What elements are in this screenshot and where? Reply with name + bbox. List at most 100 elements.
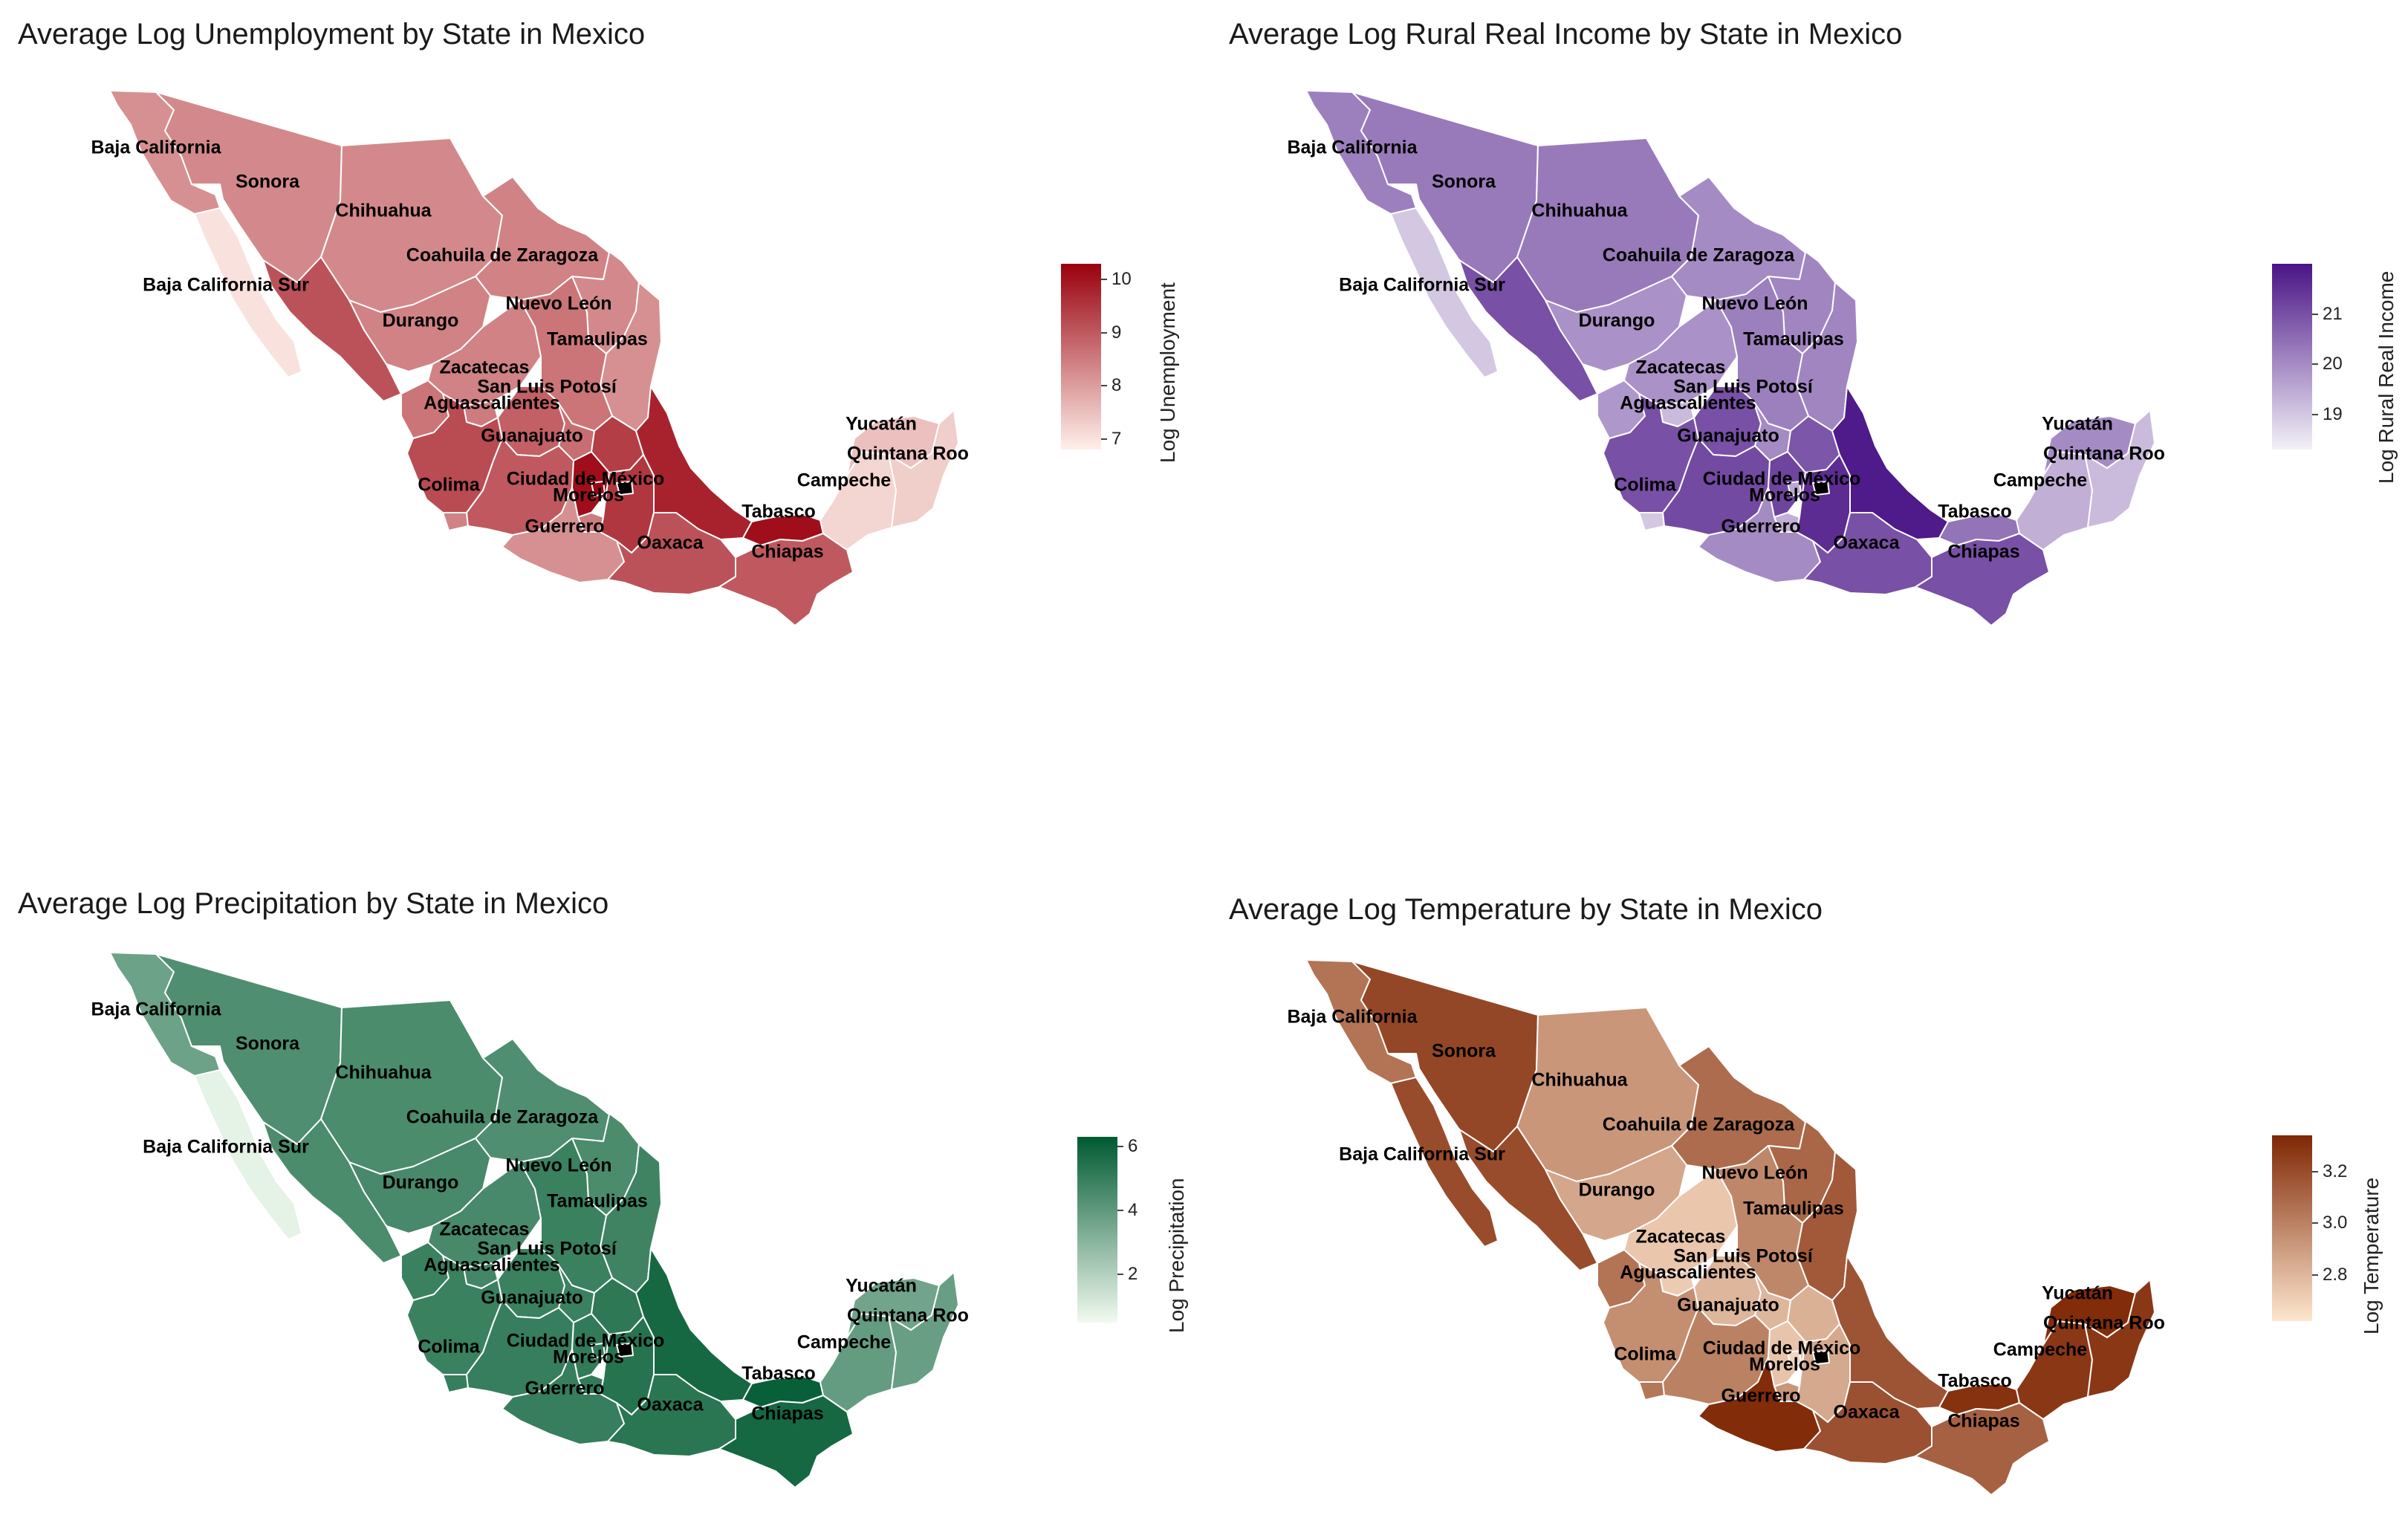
state-label-aguascalientes: Aguascalientes xyxy=(423,393,559,414)
state-baja-california-sur xyxy=(1390,1077,1499,1248)
legend-tick-label: 20 xyxy=(2323,354,2343,374)
state-label-colima: Colima xyxy=(418,475,480,496)
state-tlaxcala xyxy=(616,481,634,496)
legend-tick xyxy=(2312,413,2318,415)
state-label-tabasco: Tabasco xyxy=(1938,502,2012,522)
state-chiapas xyxy=(1915,1402,2050,1496)
legend-tick xyxy=(2312,1222,2318,1225)
state-baja-california-sur xyxy=(194,207,302,378)
state-label-guanajuato: Guanajuato xyxy=(1677,1295,1779,1316)
state-label-coahuila: Coahuila de Zaragoza xyxy=(1603,1115,1795,1135)
state-label-tabasco: Tabasco xyxy=(1938,1371,2012,1392)
state-label-yucatan: Yucatán xyxy=(846,414,917,435)
state-label-campeche: Campeche xyxy=(797,1332,892,1353)
state-label-guanajuato: Guanajuato xyxy=(481,1288,583,1308)
state-label-sonora: Sonora xyxy=(1432,172,1496,192)
state-ciudad-de-mexico xyxy=(591,1343,606,1359)
state-campeche xyxy=(820,451,897,551)
color-legend: Log Temperature 2.8 3.0 3.2 xyxy=(2272,1135,2391,1343)
state-chiapas xyxy=(718,1395,854,1488)
state-label-quintana-roo: Quintana Roo xyxy=(2043,444,2165,464)
state-label-zacatecas: Zacatecas xyxy=(1636,1227,1726,1248)
state-label-baja-california-sur: Baja California Sur xyxy=(1339,1144,1505,1165)
state-tlaxcala xyxy=(616,1343,634,1358)
state-label-campeche: Campeche xyxy=(1993,470,2088,491)
state-colima xyxy=(442,512,469,531)
map-title: Average Log Precipitation by State in Me… xyxy=(18,887,609,920)
state-label-aguascalientes: Aguascalientes xyxy=(1620,1262,1756,1283)
legend-tick-label: 6 xyxy=(1128,1135,1138,1156)
state-label-baja-california-sur: Baja California Sur xyxy=(143,275,309,296)
legend-title: Log Precipitation xyxy=(1165,1178,1188,1333)
legend-tick xyxy=(1101,331,1107,334)
map-title: Average Log Rural Real Income by State i… xyxy=(1229,18,1903,51)
legend-colorbar xyxy=(2272,264,2312,450)
state-quintana-roo xyxy=(2084,1279,2155,1398)
choropleth-map: Baja California Sonora Chihuahua Coahuila d… xyxy=(91,952,969,1488)
legend-tick xyxy=(1101,279,1107,281)
legend-colorbar xyxy=(1077,1137,1117,1323)
state-label-baja-california: Baja California xyxy=(1287,137,1418,158)
map-panel-precipitation: Average Log Precipitation by State in Me… xyxy=(0,869,1204,1518)
legend-tick-label: 7 xyxy=(1111,428,1122,449)
state-label-durango: Durango xyxy=(1579,311,1655,331)
state-label-san-luis-potosi: San Luis Potosí xyxy=(1673,1246,1814,1267)
legend-title: Log Unemployment xyxy=(1156,282,1179,463)
state-label-sonora: Sonora xyxy=(1432,1041,1496,1062)
state-label-oaxaca: Oaxaca xyxy=(637,1395,704,1415)
state-label-nuevo-leon: Nuevo León xyxy=(1701,1163,1808,1184)
state-label-yucatan: Yucatán xyxy=(2042,414,2113,435)
state-label-quintana-roo: Quintana Roo xyxy=(847,1305,969,1326)
map-title: Average Log Temperature by State in Mexi… xyxy=(1229,893,1823,926)
legend-tick xyxy=(1101,438,1107,440)
state-chiapas xyxy=(718,533,854,626)
state-label-san-luis-potosi: San Luis Potosí xyxy=(1673,377,1814,398)
legend-tick-label: 2 xyxy=(1128,1264,1138,1285)
state-campeche xyxy=(820,1313,897,1412)
state-label-oaxaca: Oaxaca xyxy=(1834,533,1901,554)
state-label-guerrero: Guerrero xyxy=(1721,1386,1801,1407)
state-label-baja-california: Baja California xyxy=(91,137,221,158)
state-ciudad-de-mexico xyxy=(1787,1350,1802,1366)
state-label-zacatecas: Zacatecas xyxy=(1636,357,1726,378)
state-quintana-roo xyxy=(888,409,959,528)
state-label-chihuahua: Chihuahua xyxy=(1531,1070,1628,1091)
state-label-chiapas: Chiapas xyxy=(1947,542,2019,562)
state-label-aguascalientes: Aguascalientes xyxy=(423,1255,559,1276)
legend-tick-label: 10 xyxy=(1111,269,1132,290)
legend-tick xyxy=(1117,1274,1123,1276)
map-title: Average Log Unemployment by State in Mex… xyxy=(18,18,646,51)
state-sinaloa xyxy=(262,256,402,402)
state-label-baja-california: Baja California xyxy=(1287,1007,1418,1028)
state-label-quintana-roo: Quintana Roo xyxy=(2043,1313,2165,1334)
state-label-zacatecas: Zacatecas xyxy=(440,1219,530,1240)
state-label-yucatan: Yucatán xyxy=(2042,1283,2113,1304)
state-quintana-roo xyxy=(2084,409,2155,528)
map-panel-unemployment: Average Log Unemployment by State in Mex… xyxy=(0,0,1204,743)
state-label-quintana-roo: Quintana Roo xyxy=(847,444,969,464)
state-label-campeche: Campeche xyxy=(797,470,892,491)
state-label-coahuila: Coahuila de Zaragoza xyxy=(1603,245,1795,266)
state-label-colima: Colima xyxy=(1614,1344,1676,1365)
state-ciudad-de-mexico xyxy=(591,481,606,497)
legend-colorbar xyxy=(2272,1135,2312,1321)
state-label-chiapas: Chiapas xyxy=(751,542,823,562)
map-panel-income: Average Log Rural Real Income by State i… xyxy=(1211,0,2408,743)
legend-tick xyxy=(1117,1145,1123,1147)
state-label-campeche: Campeche xyxy=(1993,1340,2088,1360)
state-label-nuevo-leon: Nuevo León xyxy=(505,1155,611,1176)
state-label-chihuahua: Chihuahua xyxy=(1531,201,1628,221)
color-legend: Log Rural Real Income 19 20 21 xyxy=(2272,264,2398,487)
legend-title: Log Rural Real Income xyxy=(2375,270,2398,484)
state-label-chihuahua: Chihuahua xyxy=(335,1063,432,1083)
state-label-tamaulipas: Tamaulipas xyxy=(1743,329,1844,350)
state-baja-california-sur xyxy=(194,1069,302,1240)
state-label-coahuila: Coahuila de Zaragoza xyxy=(406,1107,599,1128)
state-label-tamaulipas: Tamaulipas xyxy=(547,329,648,350)
legend-tick-label: 3.0 xyxy=(2323,1213,2348,1233)
state-label-sonora: Sonora xyxy=(236,1034,300,1054)
state-label-aguascalientes: Aguascalientes xyxy=(1620,393,1756,414)
choropleth-map: Baja California Sonora Chihuahua Coahuila d… xyxy=(91,90,969,626)
legend-tick-label: 21 xyxy=(2323,303,2343,324)
state-label-ciudad-de-mexico: Ciudad de México xyxy=(1703,469,1861,490)
